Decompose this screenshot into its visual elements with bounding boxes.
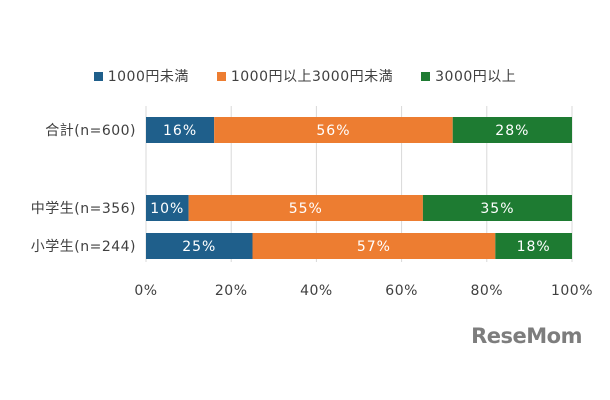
x-tick-label: 0%	[134, 283, 157, 299]
bar-segment	[146, 195, 189, 221]
bar-segment	[422, 195, 572, 221]
category-label: 小学生(n=244)	[31, 239, 136, 255]
data-label: 57%	[357, 239, 391, 255]
legend-item-1000-to-3000: 1000円以上3000円未満	[216, 66, 394, 86]
bar-segment	[452, 117, 572, 143]
legend-label-over-3000: 3000円以上	[435, 69, 517, 85]
bar-segment	[146, 117, 215, 143]
data-label: 10%	[150, 201, 184, 217]
x-tick-label: 100%	[551, 283, 593, 299]
data-label: 35%	[480, 201, 514, 217]
x-tick-label: 40%	[300, 283, 333, 299]
bar-segment	[146, 233, 253, 259]
x-tick-label: 60%	[385, 283, 418, 299]
bar-segment	[495, 233, 572, 259]
legend-swatch-over-3000	[421, 71, 431, 81]
data-label: 28%	[495, 123, 529, 139]
legend-label-1000-to-3000: 1000円以上3000円未満	[230, 69, 394, 85]
x-tick-label: 80%	[470, 283, 503, 299]
legend-item-under-1000: 1000円未満	[93, 66, 189, 86]
legend-swatch-1000-to-3000	[216, 71, 226, 81]
data-label: 25%	[182, 239, 216, 255]
data-label: 16%	[163, 123, 197, 139]
x-tick-label: 20%	[215, 283, 248, 299]
resemom-logo: ReseMom	[471, 324, 582, 348]
category-label: 中学生(n=356)	[31, 201, 136, 217]
data-label: 55%	[289, 201, 323, 217]
bar-segment	[252, 233, 496, 259]
data-label: 18%	[517, 239, 551, 255]
bar-segment	[214, 117, 453, 143]
legend: 1000円未満 1000円以上3000円未満 3000円以上	[0, 64, 610, 88]
data-label: 56%	[316, 123, 350, 139]
bar-segment	[188, 195, 423, 221]
legend-label-under-1000: 1000円未満	[107, 69, 189, 85]
legend-item-over-3000: 3000円以上	[421, 66, 516, 86]
category-label: 合計(n=600)	[45, 123, 136, 139]
legend-swatch-under-1000	[93, 71, 103, 81]
